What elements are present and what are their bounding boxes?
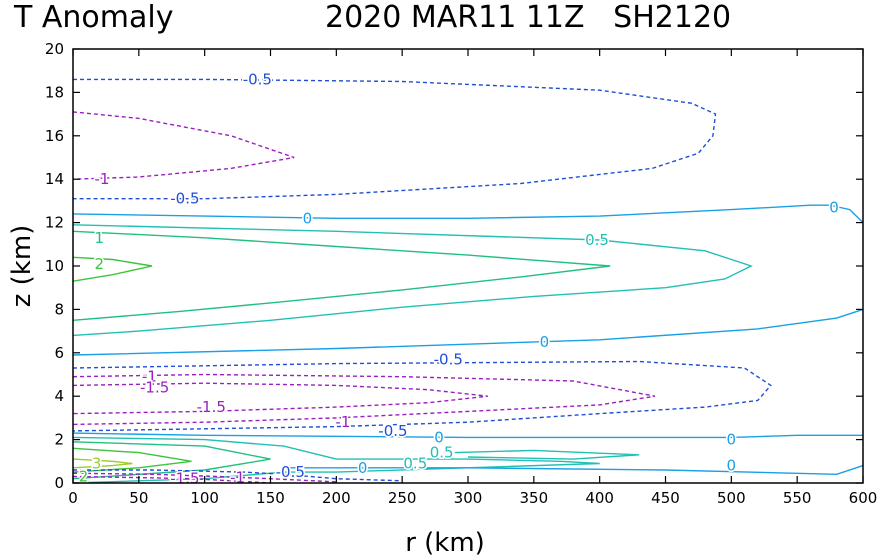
contour-label: 0 [303,209,313,227]
contour-label: 0 [727,457,737,475]
x-tick-label: 450 [651,489,680,507]
contour-label: -1 [230,469,245,487]
y-tick-label: 14 [45,170,64,188]
y-tick-label: 12 [45,214,64,232]
y-tick-label: 4 [54,387,64,405]
x-tick-label: 500 [717,489,746,507]
contour-line [454,449,640,460]
contour-label: -1.5 [197,398,226,416]
contour-label: 2 [95,255,105,273]
plot-frame [72,48,864,484]
contour-layer [72,78,864,484]
contour-label: 0 [727,431,737,449]
contour-line [72,111,295,180]
x-tick-label: 400 [585,489,614,507]
x-tick-label: 0 [68,489,78,507]
chart-title-left: T Anomaly [13,0,173,35]
contour-label: 3 [92,454,102,472]
contour-label: 0.5 [430,444,454,462]
y-tick-label: 0 [54,474,64,492]
contour-line [72,224,753,337]
contour-line [72,475,271,484]
contour-line [72,447,192,473]
contour-label: 0 [358,459,368,477]
contour-label: 0.5 [403,454,427,472]
contour-line [72,256,153,282]
contour-line [72,432,863,439]
x-tick-label: 100 [190,489,219,507]
x-tick-label: 50 [129,489,148,507]
contour-label: -1.5 [140,379,169,397]
x-tick-label: 350 [520,489,549,507]
y-tick-label: 16 [45,127,64,145]
contour-label: 0 [829,198,839,216]
y-tick-label: 20 [45,40,64,58]
contour-line [72,472,337,483]
contour-line [73,78,717,200]
contour-label: -0.5 [276,463,305,481]
contour-label: 0 [540,333,550,351]
x-tick-label: 250 [388,489,417,507]
contour-label: -1 [142,368,157,386]
contour-line [72,373,656,426]
contour-label: 2 [79,467,89,485]
x-axis-label: r (km) [405,528,485,558]
contour-line [72,360,772,432]
contour-label: -1 [335,413,350,431]
contour-label: -0.5 [434,350,463,368]
contour-line [72,308,864,356]
contour-line [283,464,864,476]
contour-label: -1 [94,170,109,188]
y-tick-label: 10 [45,257,64,275]
chart-title-right: 2020 MAR11 11Z SH2120 [325,0,731,35]
x-tick-label: 200 [322,489,351,507]
y-tick-label: 2 [54,431,64,449]
contour-label: 0.5 [585,231,609,249]
y-tick-label: 18 [45,83,64,101]
y-axis-label: z (km) [7,225,37,308]
contour-label: -1.5 [170,470,199,488]
x-tick-label: 600 [849,489,878,507]
y-tick-label: 8 [54,300,64,318]
contour-label: 0 [434,428,444,446]
contour-label: 1 [95,229,105,247]
contour-label: -0.5 [170,190,199,208]
contour-line [72,458,133,469]
x-axis-ticks: 0 50 100 150 200 250 300 350 400 450 500 550 600 [68,49,877,507]
x-tick-label: 550 [783,489,812,507]
contour-label: -0.5 [378,422,407,440]
contour-line [72,204,864,224]
contour-line [72,230,611,321]
contour-line [72,441,271,480]
contour-label: -0.5 [243,70,272,88]
y-tick-label: 6 [54,344,64,362]
x-tick-label: 300 [454,489,483,507]
contour-line [72,382,488,415]
x-tick-label: 150 [256,489,285,507]
contour-line [73,469,403,482]
